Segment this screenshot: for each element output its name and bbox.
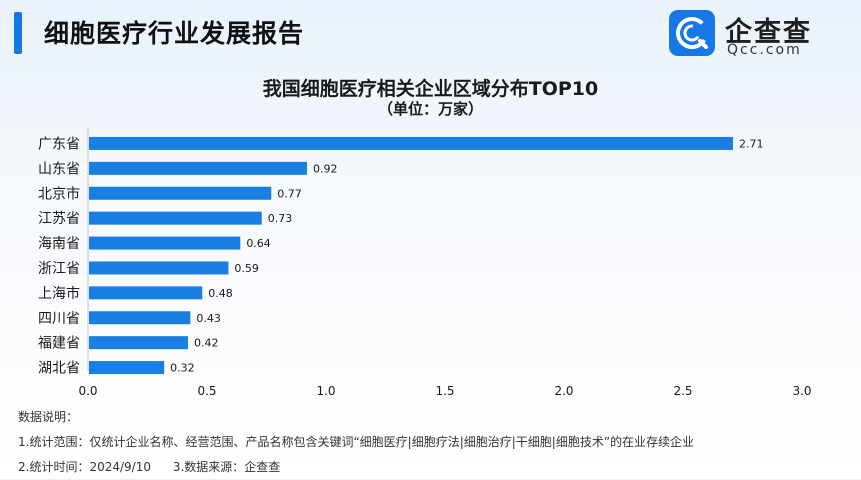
data-label: 0.32 <box>170 362 195 375</box>
x-tick-label: 1.5 <box>435 384 454 398</box>
data-label: 0.59 <box>234 262 258 275</box>
logo-domain: Qcc.com <box>727 42 802 58</box>
data-label: 0.73 <box>268 212 293 225</box>
y-tick-label: 广东省 <box>38 136 80 152</box>
bar <box>89 186 272 200</box>
x-tick-label: 1.0 <box>316 384 335 398</box>
bar <box>89 261 229 275</box>
x-tick-label: 0.0 <box>78 384 97 398</box>
y-tick-label: 江苏省 <box>38 211 80 227</box>
data-label: 0.43 <box>196 312 221 325</box>
y-tick-label: 山东省 <box>38 161 80 177</box>
data-label: 0.48 <box>208 287 233 300</box>
bar <box>89 211 262 225</box>
y-tick-label: 北京市 <box>38 185 80 202</box>
logo-name: 企查查 <box>725 17 812 48</box>
bar <box>89 161 307 175</box>
y-tick-label: 福建省 <box>38 336 80 352</box>
bar <box>89 236 241 250</box>
notes-time: 2.统计时间：2024/9/10 <box>18 460 151 474</box>
notes-source: 3.数据来源：企查查 <box>172 460 281 474</box>
bar <box>89 136 733 150</box>
chart-unit: （单位：万家） <box>377 100 483 118</box>
qcc-logo-icon <box>669 10 715 56</box>
bar <box>89 336 188 350</box>
data-label: 0.92 <box>313 162 338 175</box>
bar <box>89 361 165 375</box>
header-accent-bar <box>14 12 22 54</box>
notes-heading: 数据说明： <box>18 410 79 424</box>
data-label: 0.42 <box>194 337 219 350</box>
notes-time-source: 2.统计时间：2024/9/10 3.数据来源：企查查 <box>18 455 694 480</box>
bar <box>89 311 191 325</box>
y-tick-label: 湖北省 <box>38 361 80 377</box>
data-label: 0.64 <box>246 237 271 250</box>
x-tick-label: 2.0 <box>554 384 573 398</box>
y-tick-label: 海南省 <box>38 236 80 252</box>
bar <box>89 286 203 300</box>
x-tick-label: 0.5 <box>197 384 216 398</box>
y-tick-label: 浙江省 <box>38 261 80 277</box>
data-notes: 数据说明： 1.统计范围：仅统计企业名称、经营范围、产品名称包含关键词“细胞医疗… <box>18 405 694 480</box>
notes-scope: 1.统计范围：仅统计企业名称、经营范围、产品名称包含关键词“细胞医疗|细胞疗法|… <box>18 435 695 449</box>
x-tick-label: 3.0 <box>792 384 811 398</box>
chart-title: 我国细胞医疗相关企业区域分布TOP10 <box>262 78 599 100</box>
report-title: 细胞医疗行业发展报告 <box>44 19 305 48</box>
x-tick-label: 2.5 <box>673 384 692 398</box>
y-tick-label: 四川省 <box>38 311 80 327</box>
data-label: 0.77 <box>277 187 302 200</box>
data-label: 2.71 <box>739 137 764 150</box>
qcc-logo: 企查查 Qcc.com <box>669 10 844 58</box>
y-tick-label: 上海市 <box>38 285 80 302</box>
